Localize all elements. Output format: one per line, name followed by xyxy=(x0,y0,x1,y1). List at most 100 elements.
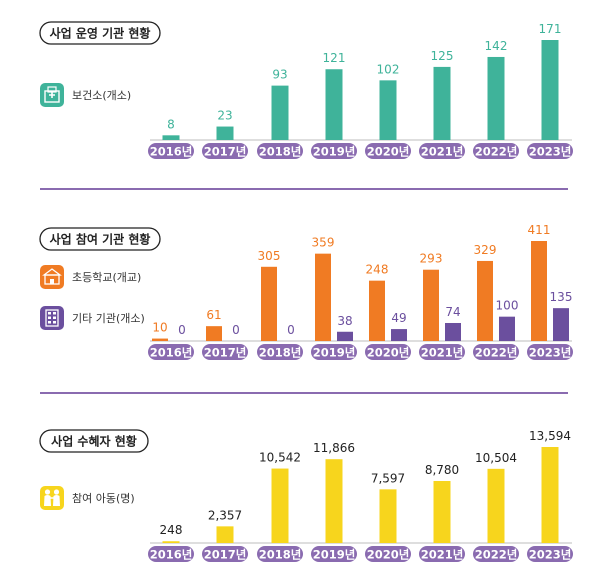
bar xyxy=(325,459,343,543)
data-label: 359 xyxy=(312,236,335,250)
x-tick: 2021년 xyxy=(419,546,465,562)
data-label: 293 xyxy=(420,252,443,266)
data-label: 0 xyxy=(232,323,240,337)
x-tick-label: 2021년 xyxy=(421,346,464,360)
bar xyxy=(433,66,451,140)
x-tick: 2021년 xyxy=(419,344,465,360)
x-tick-label: 2019년 xyxy=(313,145,356,159)
chart-title: 사업 운영 기관 현황 xyxy=(39,21,161,45)
bar xyxy=(391,329,407,341)
data-label: 93 xyxy=(272,68,287,82)
x-tick-label: 2017년 xyxy=(204,145,247,159)
chart-title-text: 사업 수혜자 현황 xyxy=(51,434,137,449)
data-label: 121 xyxy=(323,51,346,65)
bar xyxy=(477,260,493,341)
bar xyxy=(487,56,505,141)
x-tick-label: 2018년 xyxy=(259,548,302,562)
bar xyxy=(337,331,353,341)
x-tick: 2022년 xyxy=(473,344,519,360)
bar xyxy=(315,253,331,341)
bar xyxy=(271,85,289,140)
x-tick-label: 2023년 xyxy=(529,145,572,159)
data-label: 102 xyxy=(377,62,400,76)
x-tick: 2018년 xyxy=(257,344,303,360)
x-tick: 2020년 xyxy=(365,143,411,159)
data-label: 171 xyxy=(539,22,562,36)
x-tick-label: 2017년 xyxy=(204,346,247,360)
data-label: 305 xyxy=(258,249,281,263)
bar xyxy=(433,480,451,543)
bar xyxy=(325,69,343,140)
x-tick: 2021년 xyxy=(419,143,465,159)
data-label: 248 xyxy=(160,523,183,537)
x-tick: 2018년 xyxy=(257,143,303,159)
chart-title-text: 사업 참여 기관 현황 xyxy=(50,232,151,247)
legend-entry: 참여 아동(명) xyxy=(40,486,135,510)
data-label: 125 xyxy=(431,49,454,63)
x-tick: 2022년 xyxy=(473,546,519,562)
legend-label: 참여 아동(명) xyxy=(72,492,135,505)
x-tick-label: 2022년 xyxy=(475,145,518,159)
x-tick-label: 2019년 xyxy=(313,548,356,562)
data-label: 61 xyxy=(206,308,221,322)
bar xyxy=(206,326,222,341)
chart-title: 사업 참여 기관 현황 xyxy=(39,227,161,251)
hospital-icon xyxy=(40,83,64,107)
x-tick: 2019년 xyxy=(311,143,357,159)
x-tick: 2017년 xyxy=(202,546,248,562)
chart-title-text: 사업 운영 기관 현황 xyxy=(50,26,151,41)
data-label: 0 xyxy=(287,323,295,337)
legend-entry: 초등학교(개교) xyxy=(40,265,141,289)
chart-title: 사업 수혜자 현황 xyxy=(39,429,149,453)
x-tick-label: 2018년 xyxy=(259,145,302,159)
data-label: 38 xyxy=(337,314,352,328)
x-tick-label: 2017년 xyxy=(204,548,247,562)
data-label: 10,542 xyxy=(259,451,301,465)
x-tick: 2016년 xyxy=(148,344,194,360)
x-tick-label: 2021년 xyxy=(421,548,464,562)
data-label: 13,594 xyxy=(529,429,571,443)
data-label: 100 xyxy=(496,299,519,313)
bar xyxy=(162,135,180,140)
legend-label: 기타 기관(개소) xyxy=(72,312,145,325)
x-tick: 2018년 xyxy=(257,546,303,562)
x-tick-label: 2018년 xyxy=(259,346,302,360)
data-label: 8 xyxy=(167,117,175,131)
x-tick-label: 2023년 xyxy=(529,346,572,360)
x-tick-label: 2023년 xyxy=(529,548,572,562)
x-tick-label: 2022년 xyxy=(475,548,518,562)
x-tick: 2020년 xyxy=(365,546,411,562)
x-tick: 2022년 xyxy=(473,143,519,159)
bar xyxy=(379,80,397,140)
x-tick-label: 2020년 xyxy=(367,548,410,562)
bar xyxy=(423,269,439,341)
bar xyxy=(261,266,277,341)
x-tick-label: 2020년 xyxy=(367,346,410,360)
data-label: 329 xyxy=(474,243,497,257)
x-tick-label: 2016년 xyxy=(150,548,193,562)
x-tick-label: 2021년 xyxy=(421,145,464,159)
bar xyxy=(541,447,559,543)
x-tick-label: 2020년 xyxy=(367,145,410,159)
bar xyxy=(162,541,180,543)
bar xyxy=(499,316,515,341)
x-tick: 2023년 xyxy=(527,344,573,360)
data-label: 11,866 xyxy=(313,441,355,455)
school-icon xyxy=(40,265,64,289)
x-tick: 2020년 xyxy=(365,344,411,360)
bar xyxy=(216,526,234,543)
children-icon xyxy=(40,486,64,510)
bar xyxy=(531,241,547,341)
legend-entry: 보건소(개소) xyxy=(40,83,131,107)
x-tick: 2017년 xyxy=(202,143,248,159)
data-label: 0 xyxy=(178,323,186,337)
data-label: 49 xyxy=(391,311,406,325)
bar xyxy=(553,308,569,341)
legend-label: 초등학교(개교) xyxy=(72,271,141,284)
x-tick: 2016년 xyxy=(148,546,194,562)
x-tick: 2017년 xyxy=(202,344,248,360)
x-tick-label: 2019년 xyxy=(313,346,356,360)
